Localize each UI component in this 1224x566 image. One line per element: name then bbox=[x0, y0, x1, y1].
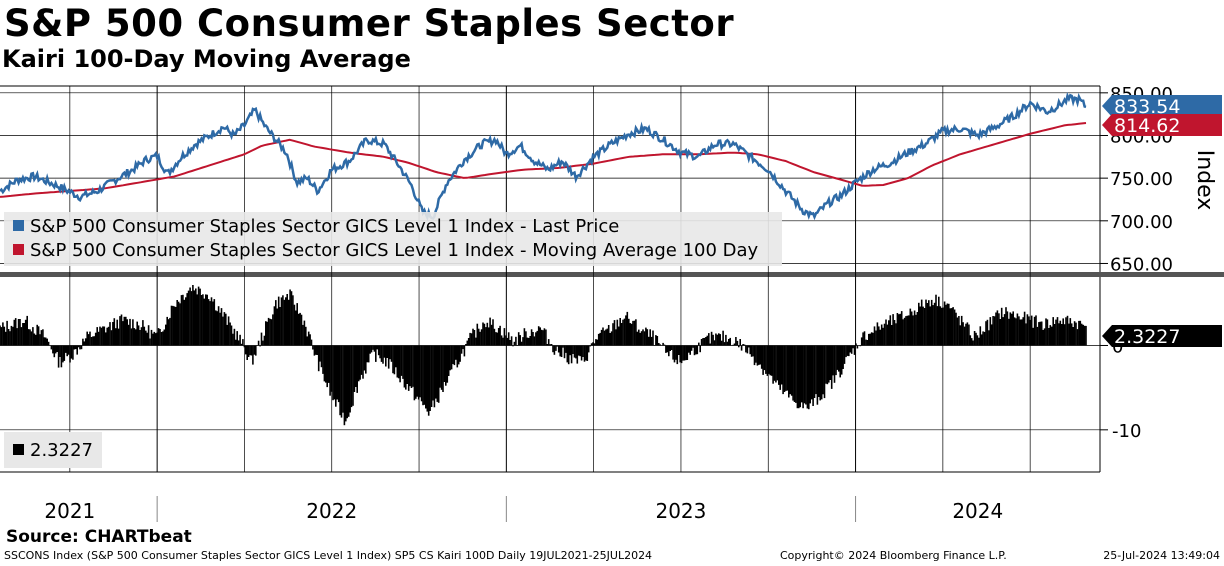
legend-label-ma: S&P 500 Consumer Staples Sector GICS Lev… bbox=[30, 240, 759, 261]
upper-tick-label: 700.00 bbox=[1110, 212, 1173, 233]
source-label: Source: CHARTbeat bbox=[6, 527, 192, 547]
last-ma-tag: 814.62 bbox=[1102, 114, 1222, 137]
x-axis-years: 2021 2022 2023 2024 bbox=[44, 499, 1003, 523]
last-kairi-value: 2.3227 bbox=[1114, 326, 1180, 348]
last-ma-tag-shape bbox=[1102, 114, 1222, 136]
upper-tick-label: 750.00 bbox=[1110, 169, 1173, 190]
chart-title: S&P 500 Consumer Staples Sector bbox=[4, 2, 735, 45]
footer-timestamp: 25-Jul-2024 13:49:04 bbox=[1103, 549, 1220, 562]
legend-swatch-ma bbox=[13, 244, 24, 255]
year-label-2023: 2023 bbox=[655, 499, 706, 523]
year-label-2021: 2021 bbox=[44, 499, 95, 523]
price-line bbox=[0, 91, 1087, 222]
last-price-tag: 833.54 bbox=[1102, 95, 1222, 118]
last-ma-value: 814.62 bbox=[1114, 115, 1180, 137]
moving-average-line bbox=[0, 122, 1087, 198]
panel-divider bbox=[0, 272, 1224, 277]
legend: S&P 500 Consumer Staples Sector GICS Lev… bbox=[4, 212, 782, 266]
last-price-tag-shape bbox=[1102, 95, 1222, 117]
legend-swatch-price bbox=[13, 220, 24, 231]
lower-gridlines bbox=[0, 345, 1100, 431]
legend-label-price: S&P 500 Consumer Staples Sector GICS Lev… bbox=[30, 216, 619, 237]
year-label-2024: 2024 bbox=[952, 499, 1003, 523]
kairi-legend: 2.3227 bbox=[4, 432, 102, 468]
kairi-legend-label: 2.3227 bbox=[30, 440, 93, 461]
chart-subtitle: Kairi 100-Day Moving Average bbox=[2, 45, 411, 73]
last-kairi-tag-shape bbox=[1102, 325, 1222, 347]
kairi-legend-swatch bbox=[13, 444, 24, 455]
lower-y-axis: 0-10 bbox=[1100, 336, 1141, 442]
chart-frame bbox=[0, 85, 1224, 473]
footer-copyright: Copyright© 2024 Bloomberg Finance L.P. bbox=[780, 549, 1007, 562]
year-label-2022: 2022 bbox=[306, 499, 357, 523]
kairi-histogram bbox=[0, 285, 1087, 426]
last-price-value: 833.54 bbox=[1114, 96, 1180, 118]
y-axis-label: Index bbox=[1192, 150, 1217, 211]
last-kairi-tag: 2.3227 bbox=[1102, 325, 1222, 348]
lower-tick-label: -10 bbox=[1112, 421, 1141, 442]
legend-background bbox=[4, 212, 782, 266]
footer-description: SSCONS Index (S&P 500 Consumer Staples S… bbox=[4, 549, 653, 562]
upper-tick-label: 650.00 bbox=[1110, 254, 1173, 275]
